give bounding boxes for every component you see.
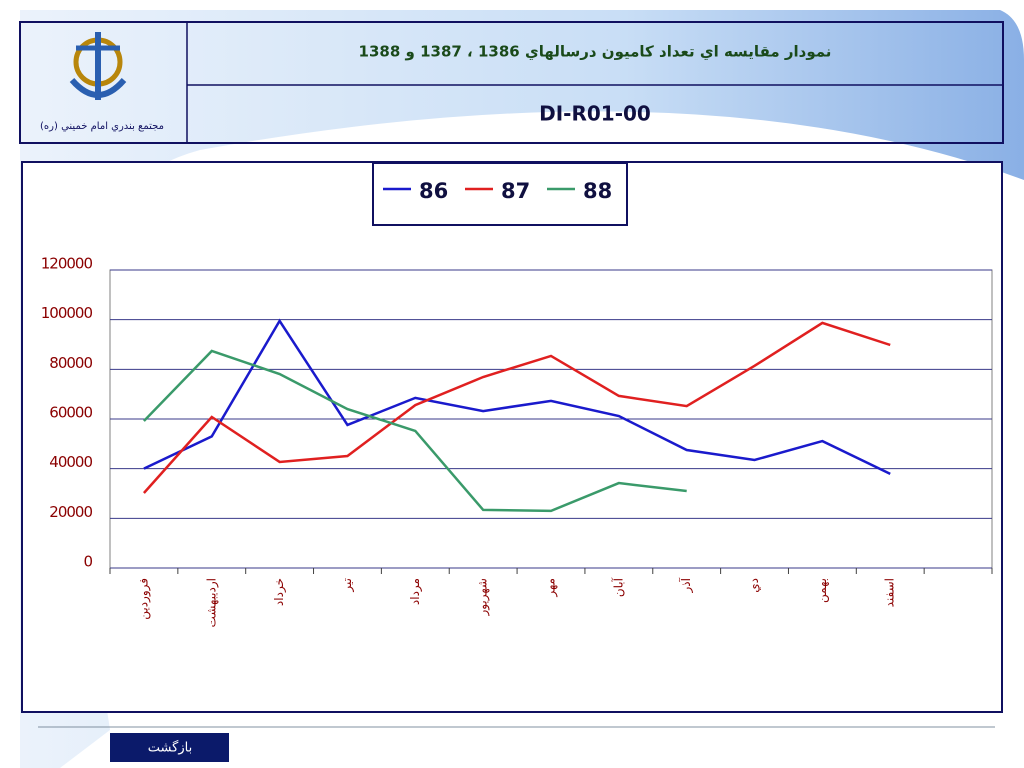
x-tick-label: خرداد (272, 578, 287, 606)
x-tick-label: تير (340, 578, 355, 593)
y-tick-label: 60000 (49, 404, 92, 422)
x-tick-label: اسفند (883, 578, 897, 607)
x-tick-label: فروردين (136, 578, 151, 620)
y-tick-label: 100000 (41, 304, 93, 322)
logo-caption: مجتمع بندري امام خميني (ره) (40, 121, 164, 132)
slide-title: نمودار مقايسه اي تعداد كاميون درسالهاي 1… (359, 43, 832, 62)
x-tick-label: دي (747, 578, 761, 593)
x-tick-label: آبان (610, 577, 625, 597)
series-line (142, 321, 891, 494)
legend-label: 88 (583, 179, 612, 203)
x-tick-label: شهريور (476, 578, 491, 617)
chart-frame (21, 161, 1003, 713)
x-tick-label: مرداد (408, 578, 423, 605)
logo (69, 32, 127, 100)
legend-box (372, 162, 628, 226)
series-line (143, 318, 891, 476)
y-tick-label: 80000 (49, 354, 92, 372)
x-tick-label: بهمن (815, 578, 830, 603)
y-tick-label: 20000 (49, 503, 92, 521)
x-tick-label: مهر (544, 578, 559, 598)
header-box (19, 21, 1004, 144)
legend-label: 86 (419, 179, 448, 203)
back-button[interactable] (110, 733, 229, 762)
y-tick-label: 40000 (49, 453, 92, 471)
y-tick-label: 120000 (41, 255, 93, 273)
back-label[interactable]: بازگشت (148, 740, 192, 756)
series-line (143, 349, 687, 513)
x-tick-label: آذر (678, 577, 694, 593)
x-tick-label: ارديبهشت (204, 578, 219, 627)
legend-label: 87 (501, 179, 530, 203)
y-tick-label: 0 (83, 553, 92, 571)
doc-code: DI-R01-00 (539, 102, 651, 126)
chart: 0 20000 40000 60000 80000 100000 120000 فروردين… (41, 179, 993, 627)
